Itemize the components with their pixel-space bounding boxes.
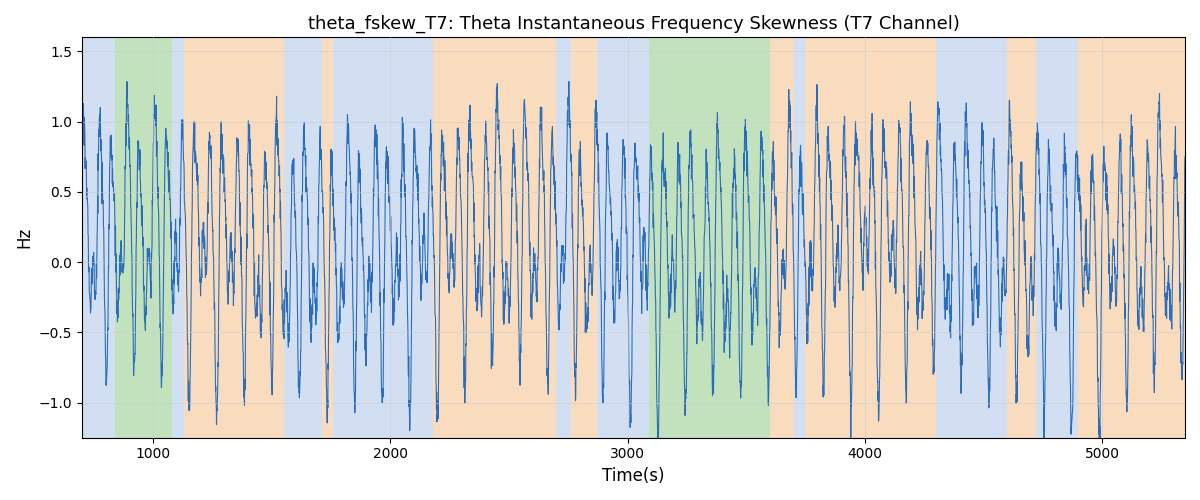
Bar	[1036, 38, 1079, 438]
Bar	[649, 38, 770, 438]
Bar	[770, 38, 793, 438]
Title: theta_fskew_T7: Theta Instantaneous Frequency Skewness (T7 Channel): theta_fskew_T7: Theta Instantaneous Freq…	[307, 15, 959, 34]
Bar	[557, 38, 570, 438]
Bar	[936, 38, 1007, 438]
Bar	[322, 38, 334, 438]
Bar	[115, 38, 172, 438]
Bar	[793, 38, 805, 438]
Bar	[433, 38, 557, 438]
Bar	[82, 38, 115, 438]
Bar	[805, 38, 936, 438]
Bar	[1007, 38, 1036, 438]
Bar	[184, 38, 283, 438]
X-axis label: Time(s): Time(s)	[602, 467, 665, 485]
Y-axis label: Hz: Hz	[14, 227, 32, 248]
Bar	[1079, 38, 1184, 438]
Bar	[334, 38, 433, 438]
Bar	[172, 38, 184, 438]
Bar	[570, 38, 596, 438]
Bar	[283, 38, 322, 438]
Bar	[596, 38, 649, 438]
